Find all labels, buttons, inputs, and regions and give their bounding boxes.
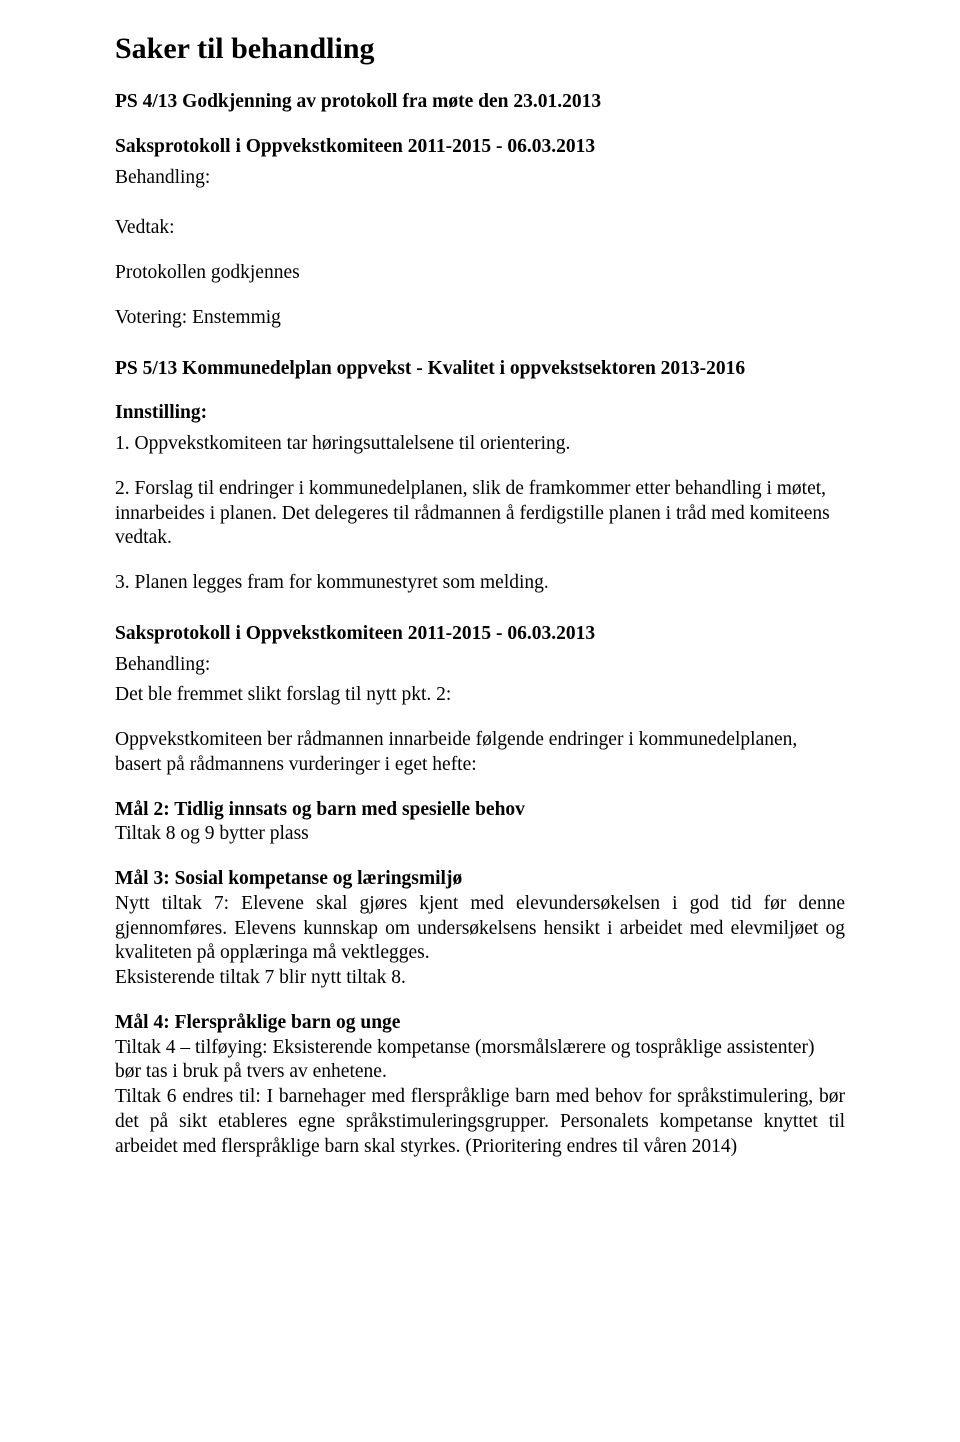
maal2-heading: Mål 2: Tidlig innsats og barn med spesie… xyxy=(115,798,845,823)
maal4-heading: Mål 4: Flerspråklige barn og unge xyxy=(115,1011,845,1036)
maal2-body: Tiltak 8 og 9 bytter plass xyxy=(115,822,845,847)
innstilling-label: Innstilling: xyxy=(115,401,845,426)
oppvekstkomiteen-ber: Oppvekstkomiteen ber rådmannen innarbeid… xyxy=(115,728,845,778)
saksprotokoll-heading-2: Saksprotokoll i Oppvekstkomiteen 2011-20… xyxy=(115,622,845,647)
innstilling-item-1: 1. Oppvekstkomiteen tar høringsuttalelse… xyxy=(115,432,845,457)
vedtak-label: Vedtak: xyxy=(115,216,845,241)
maal3-heading: Mål 3: Sosial kompetanse og læringsmiljø xyxy=(115,867,845,892)
votering: Votering: Enstemmig xyxy=(115,306,845,331)
innstilling-item-2: 2. Forslag til endringer i kommunedelpla… xyxy=(115,477,845,551)
behandling-label-1: Behandling: xyxy=(115,166,845,191)
maal3-body-1: Nytt tiltak 7: Elevene skal gjøres kjent… xyxy=(115,892,845,966)
behandling-label-2: Behandling: xyxy=(115,653,845,678)
case-ps513: PS 5/13 Kommunedelplan oppvekst - Kvalit… xyxy=(115,357,845,382)
maal4-body-1: Tiltak 4 – tilføying: Eksisterende kompe… xyxy=(115,1036,845,1086)
protokollen-godkjennes: Protokollen godkjennes xyxy=(115,261,845,286)
saksprotokoll-heading-1: Saksprotokoll i Oppvekstkomiteen 2011-20… xyxy=(115,135,845,160)
innstilling-item-3: 3. Planen legges fram for kommunestyret … xyxy=(115,571,845,596)
forslag-intro: Det ble fremmet slikt forslag til nytt p… xyxy=(115,683,845,708)
maal4-body-2: Tiltak 6 endres til: I barnehager med fl… xyxy=(115,1085,845,1159)
maal3-body-2: Eksisterende tiltak 7 blir nytt tiltak 8… xyxy=(115,966,845,991)
page-title: Saker til behandling xyxy=(115,30,845,68)
case-ps413: PS 4/13 Godkjenning av protokoll fra møt… xyxy=(115,90,845,115)
